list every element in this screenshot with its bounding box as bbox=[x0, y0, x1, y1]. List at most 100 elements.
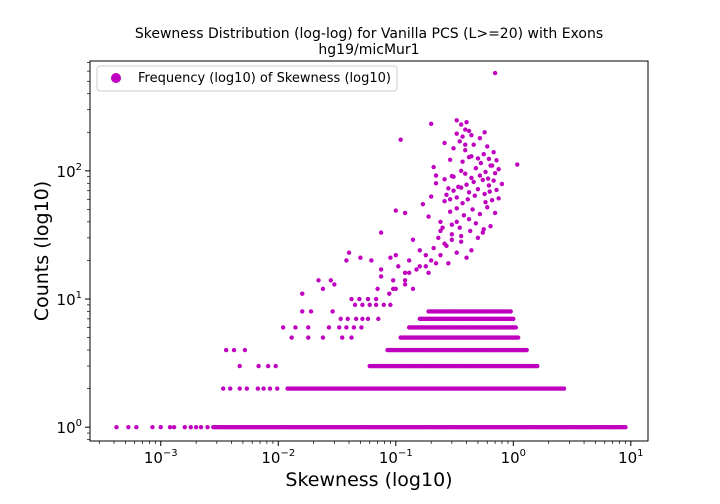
data-point bbox=[423, 252, 428, 258]
data-point bbox=[353, 316, 359, 322]
data-point bbox=[375, 286, 380, 292]
y-tick-label: 101 bbox=[57, 290, 82, 309]
data-point bbox=[414, 267, 419, 272]
data-point bbox=[158, 424, 163, 430]
data-point bbox=[373, 302, 379, 308]
data-point bbox=[223, 347, 229, 353]
legend: Frequency (log10) of Skewness (log10) bbox=[96, 65, 398, 92]
data-point bbox=[306, 335, 311, 340]
data-point bbox=[387, 291, 392, 296]
data-point bbox=[494, 187, 499, 193]
x-tick-label: 10−1 bbox=[379, 448, 413, 467]
data-point bbox=[454, 195, 459, 200]
data-point bbox=[300, 291, 305, 296]
x-tick-label: 100 bbox=[501, 448, 526, 467]
data-point bbox=[469, 175, 474, 181]
data-point bbox=[367, 302, 372, 308]
data-point bbox=[344, 325, 349, 330]
data-point bbox=[349, 296, 354, 302]
data-point bbox=[393, 286, 398, 292]
data-point bbox=[442, 177, 447, 182]
data-point bbox=[431, 164, 436, 170]
data-point bbox=[482, 191, 487, 197]
data-point bbox=[487, 189, 492, 194]
data-point bbox=[492, 70, 498, 76]
data-point bbox=[469, 248, 474, 253]
data-point bbox=[428, 258, 434, 263]
data-point bbox=[114, 424, 119, 430]
data-point bbox=[433, 173, 439, 178]
data-point bbox=[381, 302, 386, 308]
data-point bbox=[231, 347, 237, 353]
data-point bbox=[273, 363, 278, 369]
data-point bbox=[473, 165, 479, 171]
data-point bbox=[449, 222, 455, 227]
data-point bbox=[515, 162, 520, 167]
data-point bbox=[330, 309, 335, 314]
data-point bbox=[326, 325, 332, 330]
data-point bbox=[499, 181, 505, 187]
data-point bbox=[171, 424, 177, 430]
data-point bbox=[442, 241, 447, 246]
data-point bbox=[451, 146, 456, 151]
y-axis-label: Counts (log10) bbox=[31, 181, 53, 321]
data-point bbox=[438, 252, 443, 258]
data-point bbox=[463, 147, 468, 153]
data-point bbox=[623, 424, 628, 430]
data-point bbox=[393, 252, 398, 258]
data-point bbox=[365, 296, 371, 302]
data-point bbox=[475, 235, 481, 241]
data-point bbox=[345, 316, 350, 322]
data-point bbox=[446, 261, 451, 266]
legend-box bbox=[96, 65, 398, 92]
data-point bbox=[423, 264, 428, 269]
data-point bbox=[340, 335, 345, 340]
data-points bbox=[114, 70, 628, 430]
data-point bbox=[447, 209, 453, 214]
data-point bbox=[481, 227, 486, 232]
data-point bbox=[256, 363, 261, 369]
data-point bbox=[275, 386, 280, 391]
data-point bbox=[470, 207, 475, 212]
data-point bbox=[337, 325, 342, 330]
data-point bbox=[496, 167, 501, 172]
data-point bbox=[465, 197, 470, 202]
data-point bbox=[458, 239, 464, 244]
data-point bbox=[513, 325, 518, 330]
data-point bbox=[464, 119, 469, 125]
data-point bbox=[328, 278, 334, 283]
data-point bbox=[402, 278, 408, 283]
data-point bbox=[369, 258, 374, 263]
data-point bbox=[482, 130, 487, 135]
y-axis-ticks: 100 101 102 bbox=[57, 62, 90, 440]
data-point bbox=[461, 213, 467, 218]
data-point bbox=[428, 121, 434, 126]
data-point bbox=[398, 137, 403, 142]
data-point bbox=[472, 193, 477, 198]
data-point bbox=[402, 270, 408, 276]
data-point bbox=[293, 325, 298, 330]
data-point bbox=[492, 170, 498, 176]
data-point bbox=[255, 386, 261, 391]
data-point bbox=[458, 168, 464, 174]
data-point bbox=[267, 386, 273, 391]
data-point bbox=[457, 139, 462, 144]
data-point bbox=[486, 183, 492, 188]
data-point bbox=[410, 237, 416, 242]
data-point bbox=[468, 228, 473, 234]
data-point bbox=[469, 154, 474, 159]
data-point bbox=[228, 386, 233, 391]
data-point bbox=[357, 296, 362, 302]
data-point bbox=[466, 128, 472, 134]
data-point bbox=[237, 363, 242, 369]
data-point bbox=[360, 316, 365, 322]
data-point bbox=[454, 206, 459, 211]
data-point bbox=[488, 163, 493, 168]
data-point bbox=[442, 140, 447, 146]
data-point bbox=[300, 309, 305, 314]
data-point bbox=[402, 210, 408, 216]
data-point bbox=[485, 205, 490, 210]
data-point bbox=[460, 134, 465, 139]
data-point bbox=[396, 264, 401, 269]
data-point bbox=[221, 386, 226, 391]
